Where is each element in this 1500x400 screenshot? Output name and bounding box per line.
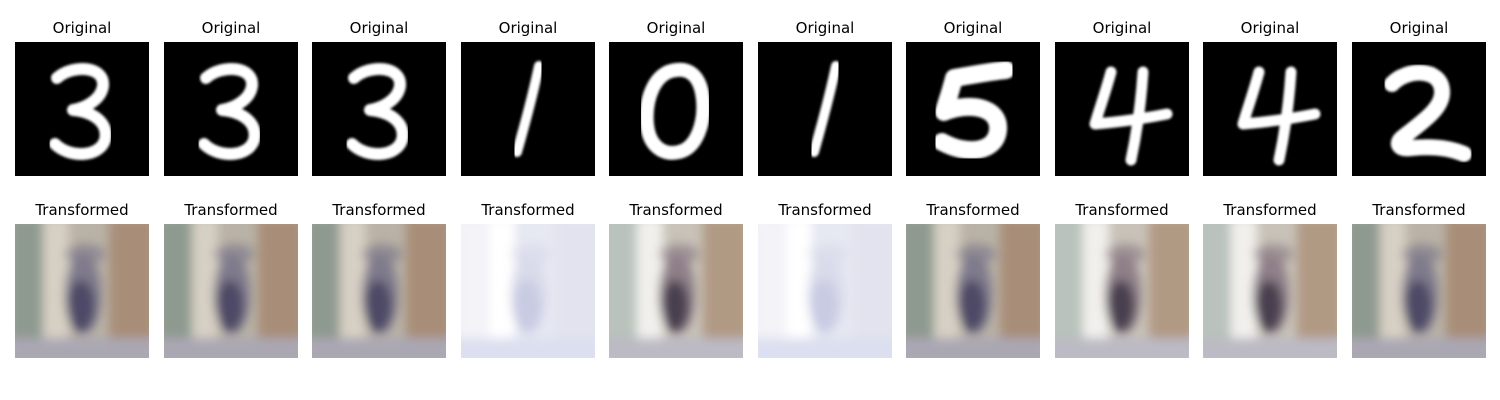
original-label-3: Original bbox=[349, 19, 409, 37]
transformed-label-7: Transformed bbox=[926, 201, 1020, 219]
transformed-image-1 bbox=[15, 224, 149, 358]
original-label-2: Original bbox=[201, 19, 261, 37]
transformed-image-8 bbox=[1055, 224, 1189, 358]
original-label-10: Original bbox=[1389, 19, 1449, 37]
original-image-1 bbox=[15, 42, 149, 176]
transformed-label-8: Transformed bbox=[1075, 201, 1169, 219]
original-label-8: Original bbox=[1092, 19, 1152, 37]
original-label-5: Original bbox=[646, 19, 706, 37]
original-image-5 bbox=[609, 42, 743, 176]
original-label-1: Original bbox=[52, 19, 112, 37]
transformed-label-9: Transformed bbox=[1223, 201, 1317, 219]
transformed-image-10 bbox=[1352, 224, 1486, 358]
original-image-9 bbox=[1203, 42, 1337, 176]
original-label-6: Original bbox=[795, 19, 855, 37]
transformed-image-3 bbox=[312, 224, 446, 358]
original-image-7 bbox=[906, 42, 1040, 176]
transformed-label-5: Transformed bbox=[629, 201, 723, 219]
transformed-label-2: Transformed bbox=[184, 201, 278, 219]
original-image-8 bbox=[1055, 42, 1189, 176]
original-image-3 bbox=[312, 42, 446, 176]
original-label-7: Original bbox=[943, 19, 1003, 37]
transformed-label-6: Transformed bbox=[778, 201, 872, 219]
transformed-image-4 bbox=[461, 224, 595, 358]
transformed-label-1: Transformed bbox=[35, 201, 129, 219]
original-label-4: Original bbox=[498, 19, 558, 37]
original-image-4 bbox=[461, 42, 595, 176]
transformed-image-2 bbox=[164, 224, 298, 358]
original-image-6 bbox=[758, 42, 892, 176]
transformed-label-3: Transformed bbox=[332, 201, 426, 219]
transformed-image-9 bbox=[1203, 224, 1337, 358]
original-image-10 bbox=[1352, 42, 1486, 176]
original-image-2 bbox=[164, 42, 298, 176]
original-label-9: Original bbox=[1240, 19, 1300, 37]
transformed-image-6 bbox=[758, 224, 892, 358]
transformed-image-5 bbox=[609, 224, 743, 358]
transformed-label-4: Transformed bbox=[481, 201, 575, 219]
transformed-image-7 bbox=[906, 224, 1040, 358]
transformed-label-10: Transformed bbox=[1372, 201, 1466, 219]
